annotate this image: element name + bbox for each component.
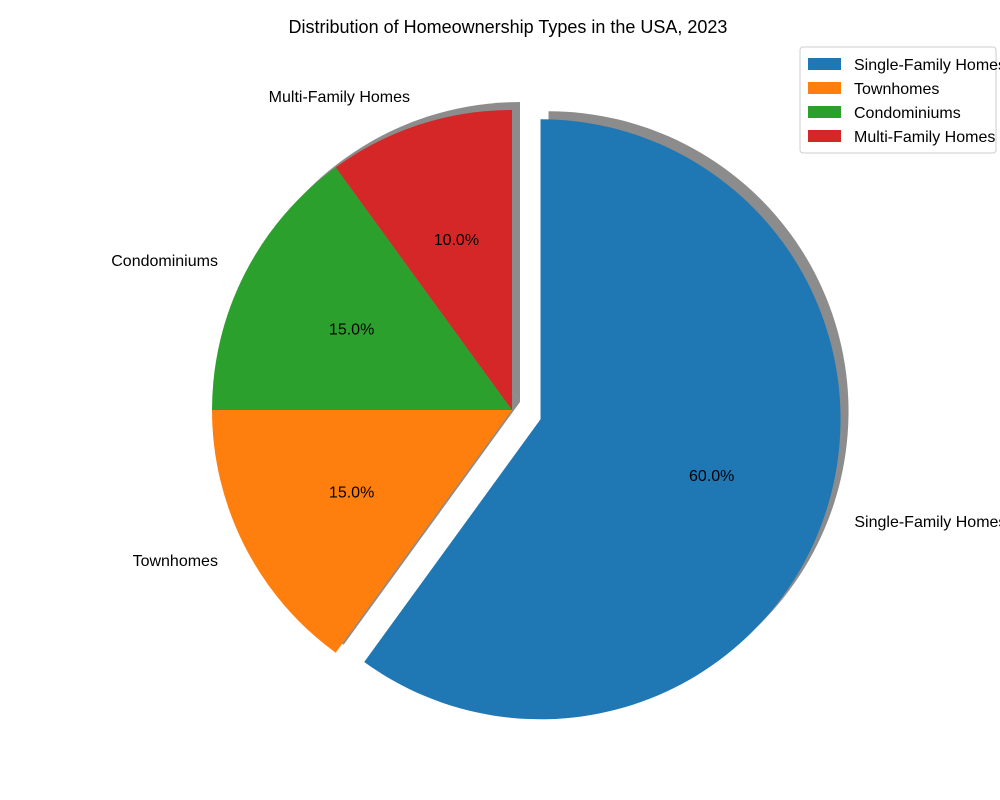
- legend-swatch-multi-family-homes: [808, 130, 841, 142]
- slice-condominiums: [212, 167, 512, 410]
- legend-swatch-condominiums: [808, 106, 841, 118]
- category-label-single-family-homes: Single-Family Homes: [854, 514, 1000, 531]
- legend-swatch-single-family-homes: [808, 58, 841, 70]
- slice-townhomes: [212, 410, 512, 653]
- percent-label-townhomes: 15.0%: [329, 485, 374, 502]
- legend-label-townhomes: Townhomes: [854, 81, 939, 98]
- category-label-townhomes: Townhomes: [133, 553, 218, 570]
- legend-label-single-family-homes: Single-Family Homes: [854, 57, 1000, 74]
- slice-labels: 60.0% Single-Family Homes 15.0% Townhomes 15…: [111, 89, 1000, 570]
- slice-single-family-homes: [364, 119, 841, 720]
- chart-title: Distribution of Homeownership Types in t…: [289, 17, 728, 37]
- percent-label-single-family-homes: 60.0%: [689, 468, 734, 485]
- legend-label-multi-family-homes: Multi-Family Homes: [854, 129, 995, 146]
- legend: Single-Family Homes Townhomes Condominiums…: [799, 46, 1000, 154]
- slice-multi-family-homes: [335, 110, 512, 410]
- percent-label-condominiums: 15.0%: [329, 321, 374, 338]
- pie-slices: [212, 110, 841, 720]
- legend-swatch-townhomes: [808, 82, 841, 94]
- legend-label-condominiums: Condominiums: [854, 105, 961, 122]
- category-label-multi-family-homes: Multi-Family Homes: [269, 89, 410, 106]
- legend-box: [799, 46, 997, 154]
- percent-label-multi-family-homes: 10.0%: [434, 232, 479, 249]
- category-label-condominiums: Condominiums: [111, 253, 218, 270]
